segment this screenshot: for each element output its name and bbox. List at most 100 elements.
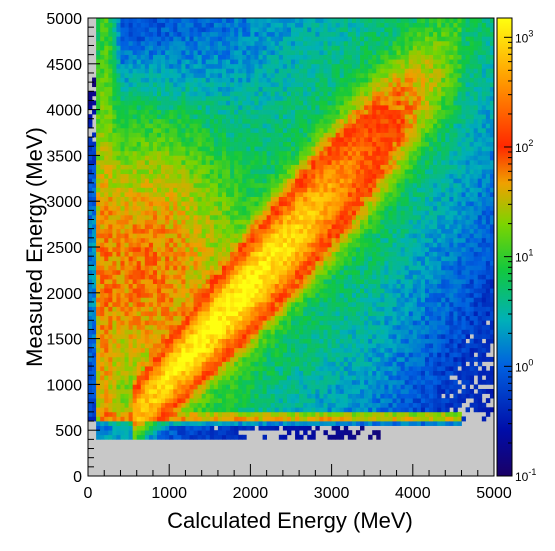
heatmap-bin: [303, 123, 308, 129]
heatmap-bin: [242, 155, 247, 161]
heatmap-bin: [181, 388, 186, 394]
heatmap-bin: [226, 54, 231, 60]
heatmap-bin: [124, 425, 129, 431]
heatmap-bin: [303, 366, 308, 372]
heatmap-bin: [205, 45, 211, 51]
heatmap-bin: [157, 196, 162, 202]
heatmap-bin: [270, 311, 276, 317]
heatmap-bin: [92, 173, 97, 179]
heatmap-bin: [132, 109, 138, 115]
heatmap-bin: [238, 219, 243, 225]
heatmap-bin: [161, 247, 166, 252]
heatmap-bin: [282, 384, 288, 390]
heatmap-bin: [88, 205, 93, 211]
heatmap-bin: [165, 379, 170, 385]
heatmap-bin: [291, 118, 296, 124]
heatmap-bin: [185, 228, 190, 234]
heatmap-bin: [295, 301, 300, 307]
heatmap-bin: [254, 114, 259, 120]
heatmap-bin: [128, 315, 134, 321]
heatmap-bin: [205, 233, 211, 239]
heatmap-bin: [286, 411, 292, 417]
heatmap-bin: [258, 95, 263, 101]
heatmap-bin: [152, 86, 158, 92]
heatmap-bin: [148, 205, 154, 211]
heatmap-bin: [286, 22, 292, 28]
heatmap-bin: [132, 233, 138, 239]
heatmap-bin: [177, 159, 182, 165]
heatmap-bin: [165, 247, 170, 252]
heatmap-bin: [205, 40, 211, 46]
heatmap-bin: [242, 45, 247, 51]
heatmap-bin: [108, 251, 113, 257]
heatmap-bin: [88, 301, 93, 307]
heatmap-bin: [213, 182, 219, 188]
heatmap-bin: [238, 297, 243, 303]
heatmap-bin: [165, 146, 170, 152]
heatmap-bin: [177, 384, 182, 390]
heatmap-bin: [100, 54, 105, 60]
heatmap-bin: [266, 68, 272, 74]
heatmap-bin: [201, 59, 207, 65]
heatmap-bin: [173, 393, 178, 399]
heatmap-bin: [230, 196, 235, 202]
heatmap-bin: [238, 164, 243, 170]
heatmap-bin: [108, 123, 113, 129]
heatmap-bin: [140, 356, 146, 362]
heatmap-bin: [262, 379, 267, 385]
heatmap-bin: [258, 269, 263, 275]
heatmap-bin: [96, 214, 101, 220]
heatmap-bin: [221, 411, 227, 417]
heatmap-bin: [266, 228, 272, 234]
heatmap-bin: [148, 114, 154, 120]
heatmap-bin: [112, 384, 117, 390]
heatmap-bin: [128, 109, 134, 115]
heatmap-bin: [250, 301, 255, 307]
heatmap-bin: [274, 196, 280, 202]
heatmap-bin: [148, 72, 154, 78]
heatmap-bin: [299, 334, 304, 339]
heatmap-bin: [181, 169, 186, 175]
heatmap-bin: [226, 334, 231, 339]
heatmap-bin: [96, 251, 101, 257]
heatmap-bin: [104, 274, 109, 280]
heatmap-bin: [205, 384, 211, 390]
heatmap-bin: [238, 201, 243, 207]
heatmap-bin: [213, 292, 219, 298]
heatmap-bin: [112, 214, 117, 220]
heatmap-bin: [157, 301, 162, 307]
heatmap-bin: [234, 50, 239, 55]
heatmap-bin: [173, 329, 178, 335]
heatmap-bin: [108, 398, 113, 404]
heatmap-bin: [234, 311, 239, 317]
heatmap-bin: [193, 375, 198, 381]
heatmap-bin: [221, 425, 227, 431]
heatmap-bin: [307, 45, 312, 51]
heatmap-bin: [124, 219, 129, 225]
heatmap-bin: [274, 31, 280, 37]
heatmap-bin: [96, 292, 101, 298]
heatmap-bin: [185, 192, 190, 197]
heatmap-bin: [291, 196, 296, 202]
heatmap-bin: [100, 18, 105, 23]
heatmap-bin: [140, 82, 146, 88]
heatmap-bin: [295, 334, 300, 339]
heatmap-bin: [96, 279, 101, 284]
heatmap-bin: [173, 251, 178, 257]
heatmap-bin: [96, 22, 101, 28]
heatmap-bin: [213, 233, 219, 239]
heatmap-bin: [291, 269, 296, 275]
heatmap-bin: [250, 407, 255, 413]
heatmap-bin: [278, 100, 284, 106]
heatmap-bin: [185, 398, 190, 404]
heatmap-bin: [213, 224, 219, 230]
heatmap-bin: [262, 159, 267, 165]
heatmap-bin: [144, 50, 150, 55]
heatmap-bin: [128, 398, 134, 404]
heatmap-bin: [201, 105, 207, 110]
heatmap-bin: [270, 338, 276, 344]
heatmap-bin: [177, 169, 182, 175]
heatmap-bin: [157, 384, 162, 390]
heatmap-bin: [226, 329, 231, 335]
heatmap-bin: [161, 421, 166, 426]
